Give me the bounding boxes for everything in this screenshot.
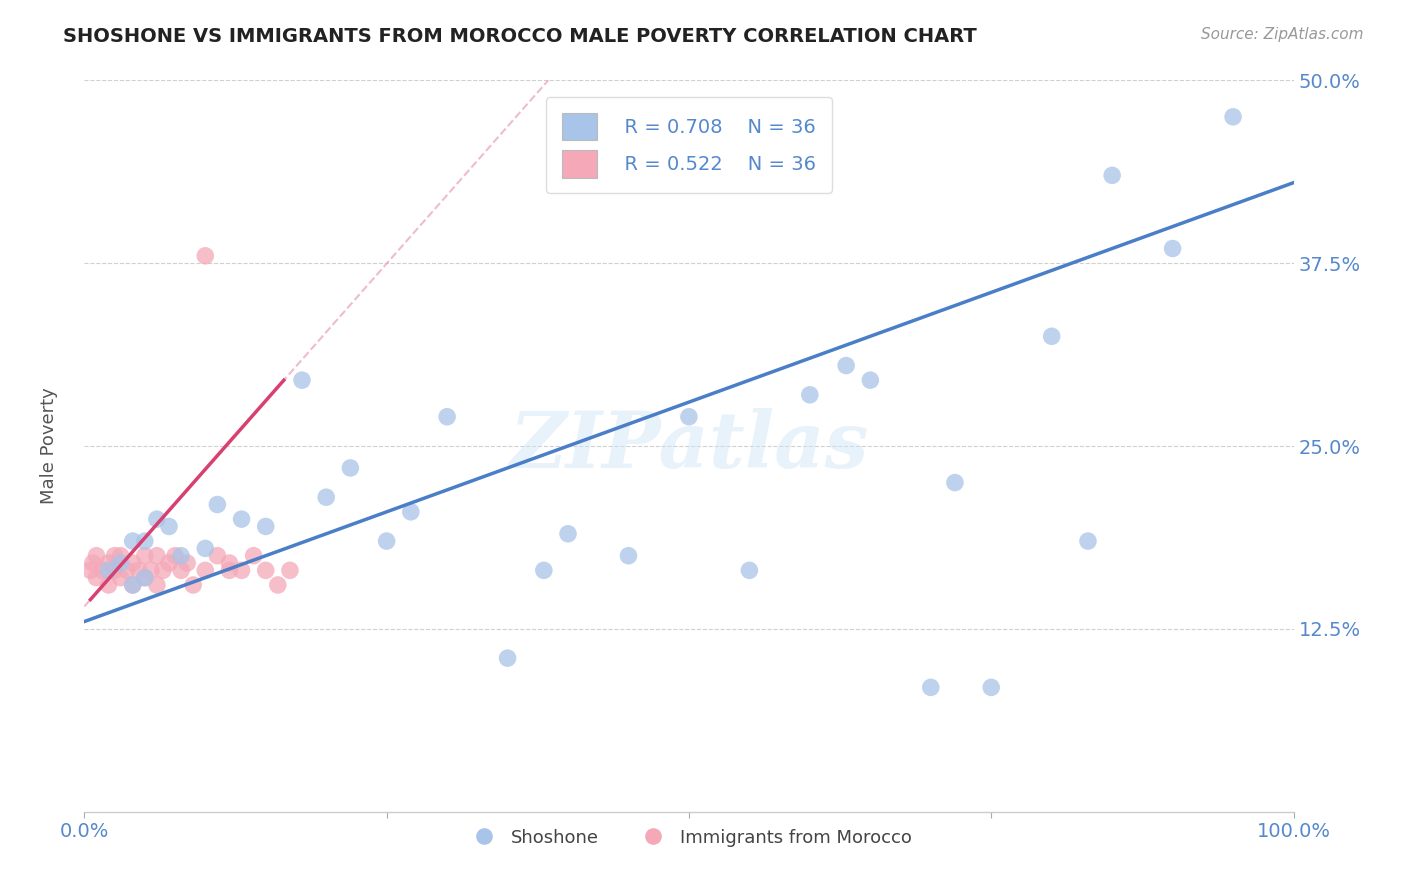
Point — [181, 578, 204, 592]
Point — [165, 549, 187, 563]
Point — [86, 549, 108, 563]
Point — [315, 490, 337, 504]
Point — [82, 556, 104, 570]
Text: Male Poverty: Male Poverty — [41, 388, 58, 504]
Point — [738, 563, 761, 577]
Point — [218, 563, 240, 577]
Point — [146, 578, 169, 592]
Point — [1161, 242, 1184, 256]
Point — [533, 563, 555, 577]
Point — [170, 563, 193, 577]
Point — [617, 549, 640, 563]
Point — [194, 563, 217, 577]
Point — [194, 541, 217, 556]
Point — [207, 549, 229, 563]
Point — [97, 578, 120, 592]
Point — [980, 681, 1002, 695]
Point — [557, 526, 579, 541]
Point — [86, 571, 108, 585]
Point — [678, 409, 700, 424]
Point — [79, 563, 101, 577]
Point — [97, 556, 120, 570]
Point — [134, 571, 156, 585]
Point — [242, 549, 264, 563]
Point — [267, 578, 290, 592]
Point — [194, 249, 217, 263]
Point — [859, 373, 882, 387]
Point — [157, 556, 180, 570]
Point — [278, 563, 301, 577]
Point — [170, 549, 193, 563]
Point — [134, 534, 156, 549]
Point — [254, 519, 277, 533]
Point — [110, 556, 132, 570]
Point — [146, 512, 169, 526]
Point — [97, 563, 120, 577]
Text: Source: ZipAtlas.com: Source: ZipAtlas.com — [1201, 27, 1364, 42]
Point — [920, 681, 942, 695]
Point — [207, 498, 229, 512]
Point — [835, 359, 858, 373]
Point — [399, 505, 422, 519]
Point — [176, 556, 198, 570]
Point — [375, 534, 398, 549]
Point — [152, 563, 174, 577]
Point — [1077, 534, 1099, 549]
Point — [128, 563, 150, 577]
Point — [231, 512, 253, 526]
Point — [1040, 329, 1063, 343]
Point — [121, 556, 143, 570]
Text: SHOSHONE VS IMMIGRANTS FROM MOROCCO MALE POVERTY CORRELATION CHART: SHOSHONE VS IMMIGRANTS FROM MOROCCO MALE… — [63, 27, 977, 45]
Legend: Shoshone, Immigrants from Morocco: Shoshone, Immigrants from Morocco — [458, 822, 920, 854]
Point — [1222, 110, 1244, 124]
Point — [146, 549, 169, 563]
Point — [91, 563, 114, 577]
Point — [799, 388, 821, 402]
Point — [254, 563, 277, 577]
Point — [231, 563, 253, 577]
Point — [291, 373, 314, 387]
Point — [134, 549, 156, 563]
Point — [1101, 169, 1123, 183]
Point — [157, 519, 180, 533]
Point — [134, 571, 156, 585]
Point — [139, 563, 162, 577]
Point — [496, 651, 519, 665]
Point — [110, 571, 132, 585]
Point — [943, 475, 966, 490]
Point — [121, 578, 143, 592]
Point — [121, 534, 143, 549]
Point — [218, 556, 240, 570]
Point — [436, 409, 458, 424]
Text: ZIPatlas: ZIPatlas — [509, 408, 869, 484]
Point — [115, 563, 138, 577]
Point — [104, 563, 127, 577]
Point — [121, 578, 143, 592]
Point — [339, 461, 361, 475]
Point — [104, 549, 127, 563]
Point — [110, 549, 132, 563]
